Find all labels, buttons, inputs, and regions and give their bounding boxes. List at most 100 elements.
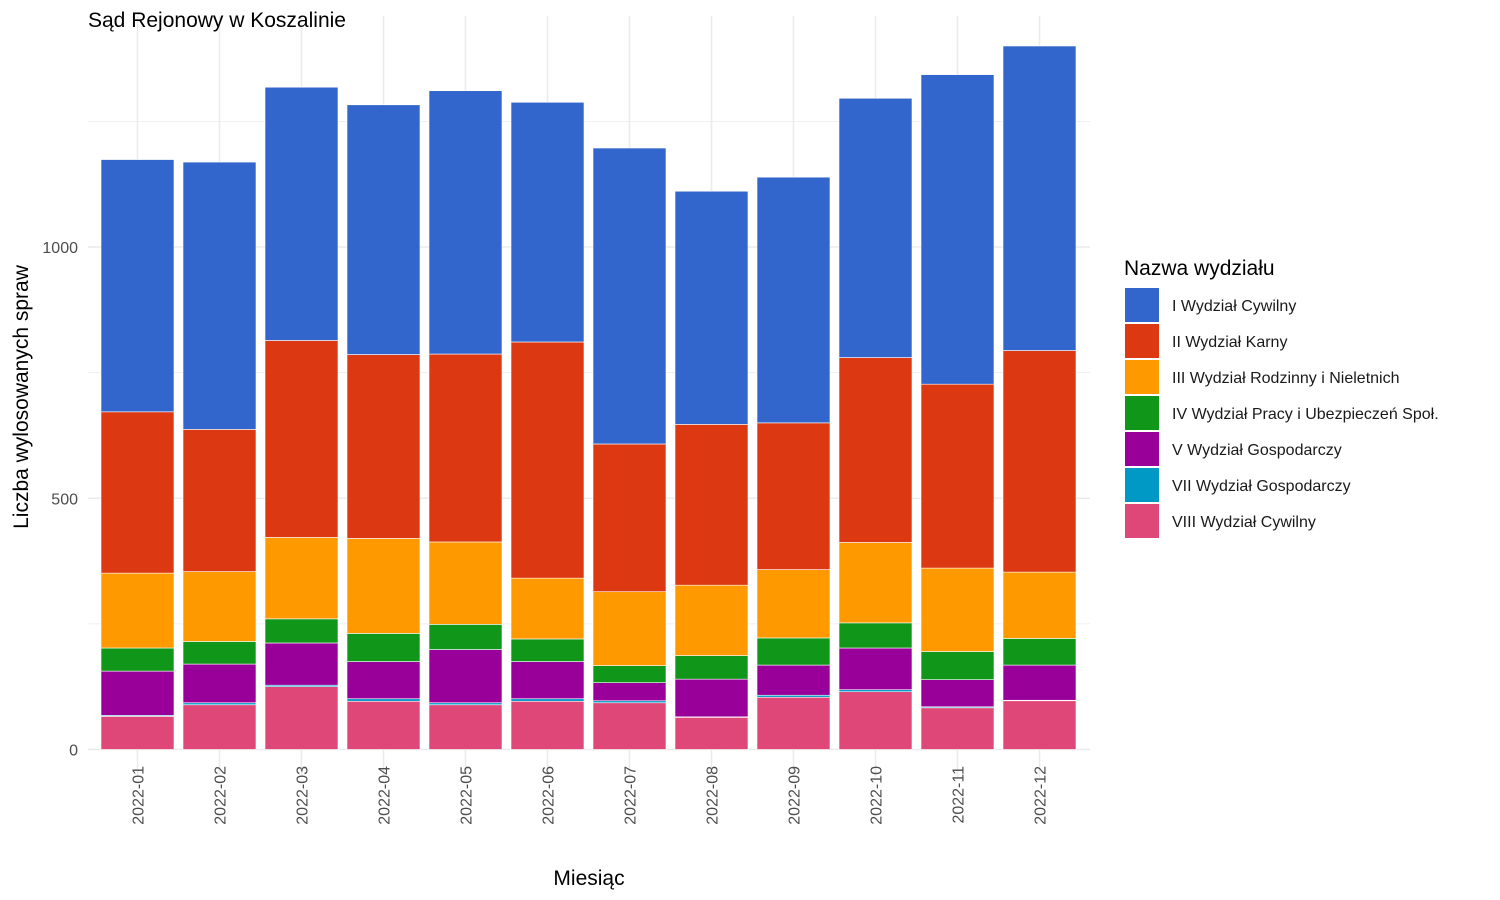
bar-segment: [346, 538, 421, 634]
bar-segment: [838, 97, 913, 358]
bar-segment: [428, 624, 503, 650]
bar-segment: [920, 74, 995, 385]
bar-segment: [264, 642, 339, 686]
y-axis-title: Liczba wylosowanych spraw: [10, 264, 33, 529]
bar-segment: [838, 691, 913, 750]
bar-segment: [756, 569, 831, 639]
legend-swatch: [1125, 504, 1159, 538]
bar-segment: [182, 429, 257, 572]
bar-segment: [346, 698, 421, 702]
bar-segment: [100, 159, 175, 413]
bar-segment: [1002, 700, 1077, 750]
x-tick-label: 2022-08: [705, 766, 722, 825]
bar-segment: [510, 661, 585, 700]
bar-segment: [264, 537, 339, 620]
bar-segment: [428, 704, 503, 750]
bar-segment: [756, 637, 831, 666]
bar-segment: [756, 176, 831, 424]
bar-segment: [346, 354, 421, 539]
bar-segment: [510, 638, 585, 662]
bar-segment: [838, 622, 913, 649]
bar-segment: [100, 670, 175, 716]
x-tick-label: 2022-01: [131, 766, 148, 825]
bar-segment: [674, 584, 749, 656]
legend-label: VIII Wydział Cywilny: [1172, 514, 1316, 531]
bar-segment: [674, 424, 749, 586]
x-tick-label: 2022-06: [541, 766, 558, 825]
y-axis-ticks: 0 500 1000: [42, 240, 78, 760]
bar-segment: [100, 716, 175, 750]
bar-segment: [756, 422, 831, 570]
x-tick-label: 2022-02: [213, 766, 230, 825]
bar-segment: [592, 591, 667, 666]
bar-segment: [920, 383, 995, 569]
bar-segment: [674, 678, 749, 718]
bar-segment: [756, 696, 831, 750]
bar-segment: [346, 700, 421, 750]
x-axis-ticks: 2022-01 2022-02 2022-03 2022-04 2022-05 2022-…: [131, 766, 1050, 825]
bar-segment: [1002, 45, 1077, 351]
bar-segment: [182, 571, 257, 642]
bar-segment: [264, 618, 339, 644]
bar-segment: [264, 86, 339, 341]
legend-label: III Wydział Rodzinny i Nieletnich: [1172, 370, 1400, 387]
bar-segment: [1002, 350, 1077, 573]
bar-segment: [346, 633, 421, 662]
bar-segment: [428, 702, 503, 706]
bar-segment: [182, 663, 257, 704]
bars: [100, 45, 1077, 750]
legend-label: I Wydział Cywilny: [1172, 298, 1296, 315]
bar-segment: [920, 707, 995, 750]
bar-segment: [428, 353, 503, 543]
bar-segment: [838, 647, 913, 691]
legend-label: VII Wydział Gospodarczy: [1172, 478, 1351, 495]
legend-label: II Wydział Karny: [1172, 334, 1287, 351]
bar-segment: [428, 90, 503, 355]
x-tick-label: 2022-05: [459, 766, 476, 825]
x-tick-label: 2022-11: [951, 766, 968, 824]
bar-segment: [264, 340, 339, 538]
bar-segment: [510, 577, 585, 640]
bar-segment: [182, 702, 257, 706]
legend: Nazwa wydziału I Wydział Cywilny II Wydzi…: [1124, 257, 1439, 538]
bar-segment: [838, 542, 913, 624]
legend-swatch: [1125, 468, 1159, 502]
legend-swatch: [1125, 396, 1159, 430]
x-axis-title: Miesiąc: [553, 867, 624, 890]
bar-segment: [756, 694, 831, 698]
bar-segment: [264, 686, 339, 750]
legend-swatch: [1125, 432, 1159, 466]
x-tick-label: 2022-09: [787, 766, 804, 825]
legend-swatch: [1125, 288, 1159, 322]
bar-segment: [346, 104, 421, 355]
bar-segment: [592, 682, 667, 702]
chart-title: Sąd Rejonowy w Koszalinie: [88, 9, 346, 32]
bar-segment: [510, 698, 585, 702]
bar-segment: [920, 567, 995, 652]
y-tick-label: 500: [51, 491, 78, 508]
legend-label: V Wydział Gospodarczy: [1172, 442, 1342, 459]
bar-segment: [920, 651, 995, 680]
x-tick-label: 2022-07: [623, 766, 640, 825]
bar-segment: [428, 541, 503, 625]
bar-segment: [592, 700, 667, 704]
bar-segment: [346, 661, 421, 700]
x-tick-label: 2022-12: [1033, 766, 1050, 825]
legend-swatch: [1125, 360, 1159, 394]
legend-title: Nazwa wydziału: [1124, 257, 1275, 280]
bar-segment: [592, 147, 667, 445]
bar-segment: [1002, 571, 1077, 639]
bar-segment: [510, 101, 585, 343]
bar-segment: [592, 702, 667, 750]
bar-segment: [510, 341, 585, 579]
bar-segment: [428, 649, 503, 704]
bar-segment: [100, 647, 175, 672]
bar-segment: [838, 689, 913, 693]
y-tick-label: 1000: [42, 240, 78, 257]
bar-segment: [100, 572, 175, 649]
bar-segment: [510, 700, 585, 750]
bar-segment: [674, 655, 749, 680]
bar-segment: [182, 641, 257, 665]
bar-segment: [1002, 664, 1077, 701]
